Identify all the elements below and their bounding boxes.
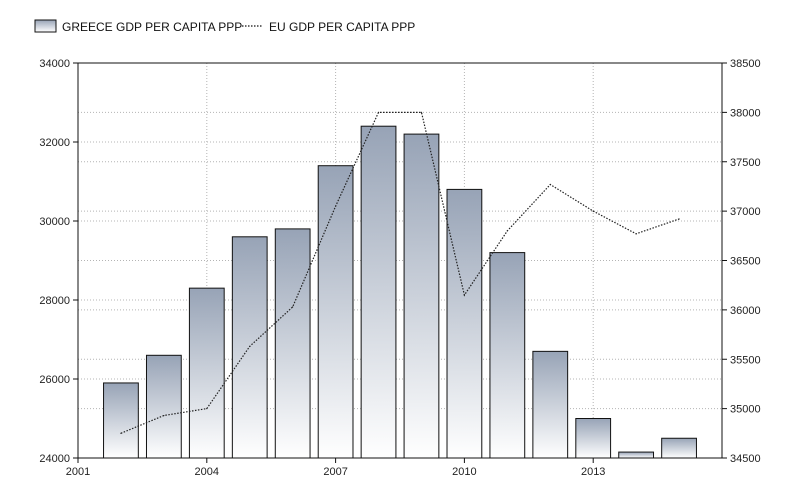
tick-label-right: 37500 bbox=[730, 157, 761, 169]
tick-label-x: 2007 bbox=[323, 466, 347, 478]
bar-greece-2009 bbox=[403, 133, 440, 459]
point-eu-2014 bbox=[635, 233, 637, 235]
point-eu-2013 bbox=[592, 210, 594, 212]
bar-greece-2013 bbox=[575, 418, 612, 459]
bar-greece-2005 bbox=[231, 236, 268, 459]
tick-label-right: 37000 bbox=[730, 206, 761, 218]
tick-label-right: 36500 bbox=[730, 256, 761, 268]
legend-label-eu: EU GDP PER CAPITA PPP bbox=[269, 20, 415, 34]
bar-greece-2008 bbox=[360, 125, 397, 459]
point-eu-2002 bbox=[120, 432, 122, 434]
line-eu bbox=[120, 111, 680, 434]
tick-label-right: 35500 bbox=[730, 354, 761, 366]
tick-label-right: 38500 bbox=[730, 58, 761, 70]
point-eu-2006 bbox=[292, 306, 294, 308]
axes: 24000 26000 28000 30000 32000 34000 34500 35000… bbox=[39, 58, 760, 478]
tick-label-left: 34000 bbox=[39, 58, 70, 70]
tick-label-left: 32000 bbox=[39, 137, 70, 149]
bar-greece-2011 bbox=[489, 252, 526, 459]
legend-swatch-greece bbox=[34, 19, 57, 33]
point-eu-2009 bbox=[420, 111, 423, 113]
legend: GREECE GDP PER CAPITA PPP EU GDP PER CAP… bbox=[34, 19, 415, 34]
point-eu-2010 bbox=[463, 294, 465, 296]
bar-greece-2014 bbox=[618, 451, 655, 459]
tick-label-left: 28000 bbox=[39, 295, 70, 307]
tick-label-right: 35000 bbox=[730, 404, 761, 416]
eu-line-series bbox=[120, 111, 680, 434]
point-eu-2015 bbox=[678, 218, 680, 220]
tick-label-x: 2001 bbox=[66, 466, 90, 478]
tick-label-left: 30000 bbox=[39, 216, 70, 228]
tick-label-x: 2010 bbox=[452, 466, 476, 478]
legend-label-greece: GREECE GDP PER CAPITA PPP bbox=[62, 20, 242, 34]
tick-label-left: 24000 bbox=[39, 453, 70, 465]
tick-label-right: 36000 bbox=[730, 305, 761, 317]
bar-greece-2010 bbox=[446, 188, 483, 459]
bar-greece-2012 bbox=[532, 350, 569, 459]
tick-label-left: 26000 bbox=[39, 374, 70, 386]
greece-bars bbox=[103, 125, 697, 459]
bar-greece-2015 bbox=[661, 437, 697, 459]
bar-greece-2007 bbox=[317, 165, 354, 459]
point-eu-2012 bbox=[549, 183, 551, 186]
bar-greece-2002 bbox=[103, 382, 139, 459]
tick-label-right: 38000 bbox=[730, 107, 761, 119]
point-eu-2011 bbox=[506, 230, 508, 232]
point-eu-2003 bbox=[163, 414, 165, 417]
tick-label-right: 34500 bbox=[730, 453, 761, 465]
bar-greece-2006 bbox=[274, 228, 311, 459]
tick-label-x: 2004 bbox=[195, 466, 219, 478]
point-eu-2004 bbox=[206, 408, 208, 410]
tick-label-x: 2013 bbox=[581, 466, 605, 478]
gridlines bbox=[78, 63, 722, 458]
bar-greece-2003 bbox=[145, 354, 182, 459]
point-eu-2008 bbox=[377, 111, 380, 113]
bar-greece-2004 bbox=[188, 287, 225, 459]
point-eu-2007 bbox=[335, 205, 337, 207]
point-eu-2005 bbox=[249, 345, 251, 348]
